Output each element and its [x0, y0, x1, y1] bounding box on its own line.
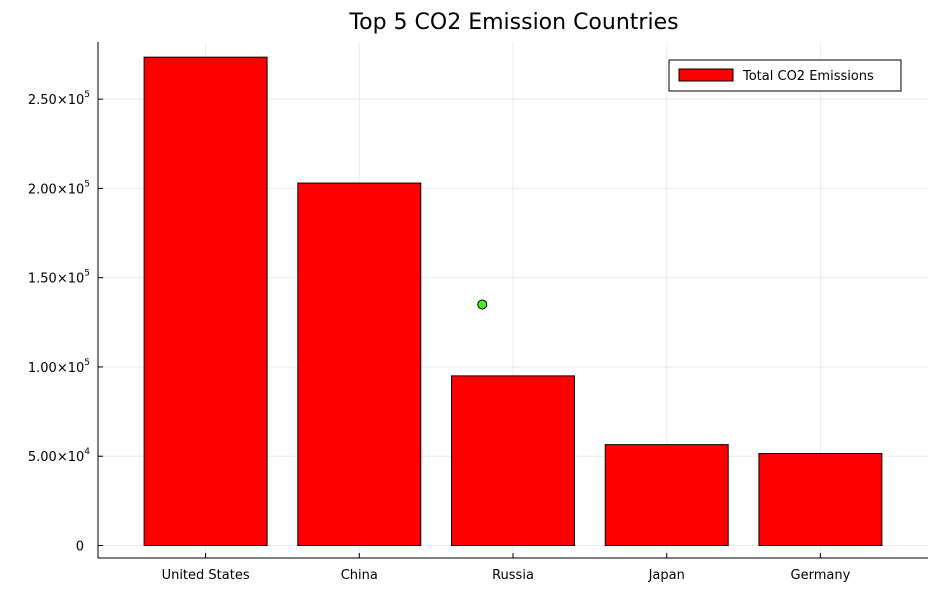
y-tick-label: 0	[76, 540, 84, 555]
x-tick-label: Russia	[492, 568, 534, 583]
y-tick-label: 5.00×104	[28, 447, 90, 465]
legend-label: Total CO2 Emissions	[742, 69, 874, 84]
y-ticks: 0 5.00×104 1.00×105 1.50×105 2.00×105 2.50×10…	[28, 90, 103, 555]
x-ticks: United States China Russia Japan Germany	[162, 553, 851, 583]
x-tick-label: Germany	[791, 568, 851, 583]
x-tick-label: China	[341, 568, 378, 583]
y-tick-label: 1.00×105	[28, 358, 90, 376]
bar-germany	[758, 453, 883, 547]
legend-swatch	[678, 68, 734, 82]
bars	[143, 56, 883, 547]
legend: Total CO2 Emissions	[668, 59, 902, 92]
y-tick-label: 2.00×105	[28, 179, 90, 197]
chart-title: Top 5 CO2 Emission Countries	[348, 10, 678, 35]
x-tick-label: Japan	[648, 568, 685, 583]
x-tick-label: United States	[162, 568, 250, 583]
bar-united-states	[143, 56, 268, 547]
points	[477, 299, 488, 310]
y-tick-label: 1.50×105	[28, 269, 90, 287]
y-tick-label: 2.50×105	[28, 90, 90, 108]
bar-japan	[604, 444, 729, 547]
data-point	[477, 299, 488, 310]
bar-china	[297, 182, 422, 547]
bar-russia	[451, 375, 575, 547]
